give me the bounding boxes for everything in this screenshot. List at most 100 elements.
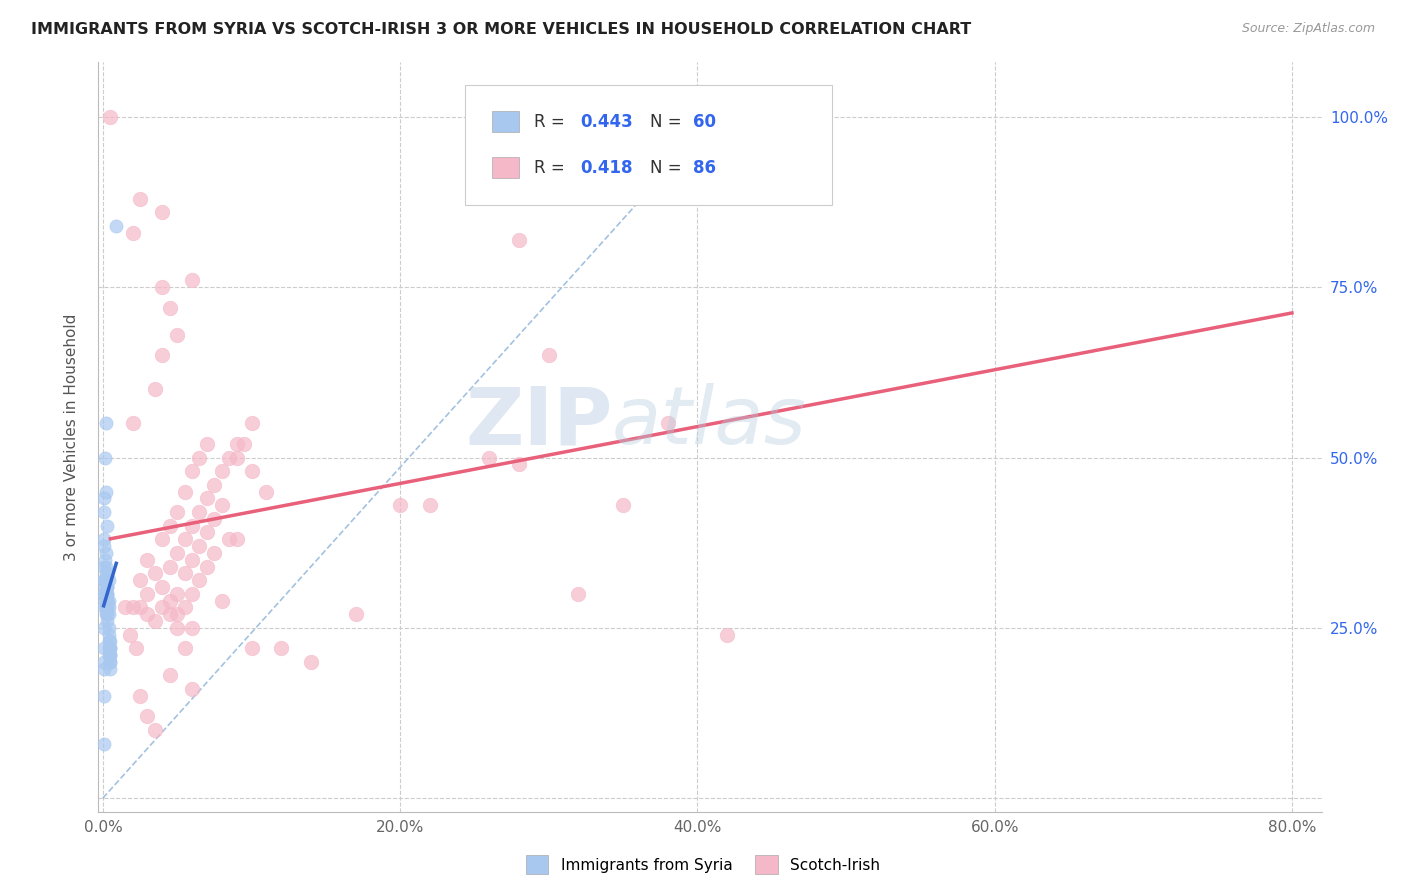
Text: R =: R = xyxy=(534,159,569,177)
Point xyxy=(94,607,117,622)
Point xyxy=(94,559,117,574)
Text: atlas: atlas xyxy=(612,383,807,461)
Point xyxy=(181,587,204,601)
Point xyxy=(508,233,530,247)
Point xyxy=(143,383,166,397)
Point xyxy=(181,621,204,635)
Point xyxy=(129,192,152,206)
Point xyxy=(93,491,115,506)
Point xyxy=(254,484,277,499)
Point xyxy=(166,587,188,601)
Point xyxy=(94,484,117,499)
FancyBboxPatch shape xyxy=(492,157,519,178)
Point xyxy=(173,533,195,547)
Point xyxy=(233,437,256,451)
Point xyxy=(93,662,115,676)
Point xyxy=(150,580,173,594)
Point xyxy=(93,587,115,601)
Point xyxy=(118,627,141,641)
Point xyxy=(129,573,152,587)
Point xyxy=(105,219,128,233)
Point xyxy=(508,458,530,472)
Point xyxy=(93,600,115,615)
Point xyxy=(240,641,263,656)
Point xyxy=(96,580,118,594)
Point xyxy=(96,614,118,628)
Point xyxy=(150,533,173,547)
Point xyxy=(98,641,121,656)
Point xyxy=(93,559,115,574)
Point xyxy=(96,593,118,607)
Point xyxy=(225,533,247,547)
Legend: Immigrants from Syria, Scotch-Irish: Immigrants from Syria, Scotch-Irish xyxy=(519,849,887,880)
Point xyxy=(136,607,159,622)
Point xyxy=(159,607,181,622)
Point xyxy=(195,525,218,540)
Point xyxy=(159,301,181,315)
Point xyxy=(98,662,121,676)
Point xyxy=(181,682,204,697)
Point xyxy=(150,600,173,615)
Point xyxy=(218,450,240,465)
Point xyxy=(166,607,188,622)
Text: ZIP: ZIP xyxy=(465,383,612,461)
Point xyxy=(93,573,115,587)
Point xyxy=(93,505,115,519)
Point xyxy=(124,641,146,656)
Point xyxy=(93,655,115,669)
Point xyxy=(166,621,188,635)
Point xyxy=(195,437,218,451)
Point xyxy=(94,587,117,601)
Point xyxy=(173,600,195,615)
Point xyxy=(143,723,166,737)
Point xyxy=(159,518,181,533)
Point xyxy=(173,641,195,656)
Point xyxy=(94,600,117,615)
Point xyxy=(143,614,166,628)
Point xyxy=(188,573,211,587)
Text: 60: 60 xyxy=(693,112,716,130)
Point xyxy=(121,226,143,240)
Point xyxy=(657,417,679,431)
Point xyxy=(240,417,263,431)
Point xyxy=(419,498,441,512)
Point xyxy=(270,641,292,656)
Point xyxy=(173,566,195,581)
FancyBboxPatch shape xyxy=(492,111,519,132)
Text: IMMIGRANTS FROM SYRIA VS SCOTCH-IRISH 3 OR MORE VEHICLES IN HOUSEHOLD CORRELATIO: IMMIGRANTS FROM SYRIA VS SCOTCH-IRISH 3 … xyxy=(31,22,972,37)
Point xyxy=(225,437,247,451)
Point xyxy=(159,593,181,607)
Point xyxy=(188,539,211,553)
Point xyxy=(389,498,412,512)
Point xyxy=(173,484,195,499)
Point xyxy=(181,552,204,566)
Point xyxy=(129,600,152,615)
Text: 0.443: 0.443 xyxy=(581,112,633,130)
Point xyxy=(94,593,117,607)
Point xyxy=(211,464,233,478)
Point xyxy=(98,634,121,648)
Point xyxy=(121,600,143,615)
Point xyxy=(202,512,225,526)
Point xyxy=(94,546,117,560)
Point xyxy=(612,498,634,512)
Point xyxy=(166,505,188,519)
Point xyxy=(202,477,225,491)
Point xyxy=(93,689,115,703)
Point xyxy=(96,607,118,622)
Point xyxy=(166,327,188,342)
Point xyxy=(97,593,120,607)
Point xyxy=(166,546,188,560)
Point xyxy=(97,607,120,622)
Text: 86: 86 xyxy=(693,159,716,177)
Point xyxy=(731,110,754,124)
Point xyxy=(93,533,115,547)
Point xyxy=(195,559,218,574)
Point xyxy=(150,348,173,362)
Point xyxy=(188,450,211,465)
Point xyxy=(96,600,118,615)
Point xyxy=(143,566,166,581)
Point xyxy=(96,593,118,607)
Point xyxy=(136,709,159,723)
Point xyxy=(218,533,240,547)
